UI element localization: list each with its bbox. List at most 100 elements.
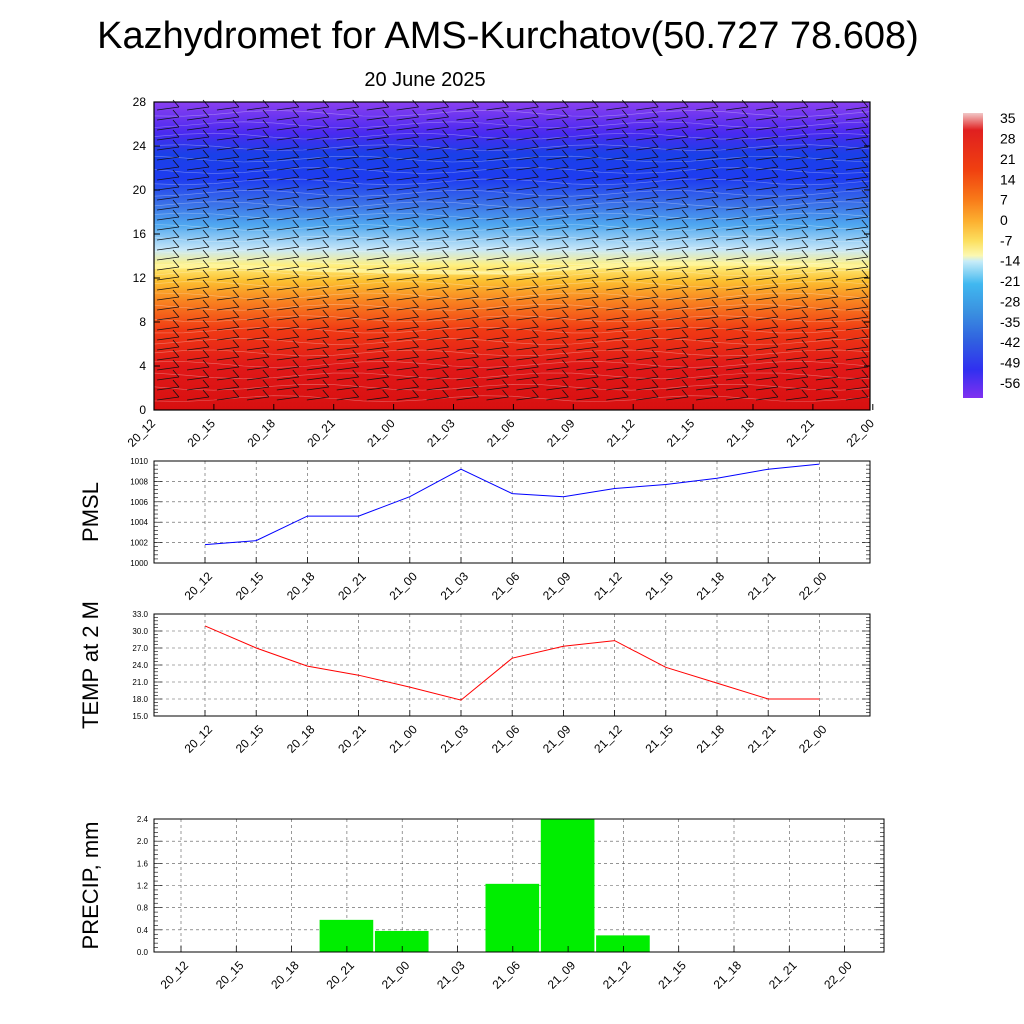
wind-barb-flag [651, 329, 659, 338]
wind-barb-flag [502, 369, 509, 378]
wind-barb-flag [831, 309, 839, 318]
wind-barb [246, 226, 269, 231]
wind-barb [276, 246, 299, 251]
wind-barb-flag [172, 169, 180, 178]
wind-barb-flag [172, 339, 180, 348]
wind-barb [546, 246, 569, 251]
wind-barb-flag [202, 139, 210, 148]
wind-barb [426, 186, 449, 191]
contour-line [153, 190, 871, 197]
wind-barb-flag [352, 119, 360, 128]
wind-barb [755, 146, 779, 151]
wind-barb [845, 316, 868, 321]
wind-barb [666, 236, 689, 241]
wind-barb-flag [292, 259, 300, 268]
x-tick-label: 21_09 [540, 569, 574, 603]
wind-barb [396, 166, 419, 171]
wind-barb [546, 206, 569, 211]
wind-barb-flag [202, 329, 210, 338]
wind-barb-flag [651, 249, 659, 258]
wind-barb [845, 286, 868, 291]
wind-barb [546, 376, 569, 381]
wind-barb [815, 156, 838, 161]
wind-barb [426, 286, 449, 291]
wind-barb [336, 156, 359, 161]
wind-barb-flag [681, 139, 689, 148]
wind-barb-flag [861, 299, 869, 308]
wind-barb-flag [412, 99, 419, 108]
wind-barb [216, 306, 239, 311]
wind-barb-flag [472, 149, 479, 158]
wind-barb [516, 266, 539, 271]
wind-barb [516, 116, 539, 121]
wind-barb-flag [831, 199, 839, 208]
wind-barb-flag [352, 299, 360, 308]
wind-barb-flag [352, 209, 360, 218]
wind-barb-flag [741, 269, 749, 278]
wind-barb-flag [322, 319, 330, 328]
wind-barb-flag [262, 169, 270, 178]
wind-barb [785, 316, 809, 321]
wind-barb [696, 136, 719, 141]
wind-barb-flag [232, 319, 240, 328]
wind-barb [186, 366, 210, 371]
wind-barb-flag [292, 199, 300, 208]
wind-barb [156, 216, 180, 221]
wind-barb-flag [801, 109, 809, 118]
wind-barb-flag [322, 269, 330, 278]
wind-barb-flag [172, 379, 180, 388]
wind-barb-flag [412, 269, 419, 278]
wind-barb [845, 146, 868, 151]
wind-barb [486, 326, 509, 331]
wind-barb-flag [442, 159, 449, 168]
wind-barb-flag [771, 229, 779, 238]
wind-barb [845, 156, 868, 161]
wind-barb-flag [801, 119, 809, 128]
wind-barb [606, 116, 629, 121]
wind-barb [216, 256, 239, 261]
wind-barb-flag [771, 389, 779, 398]
wind-barb [306, 266, 329, 271]
wind-barb-flag [771, 259, 779, 268]
wind-barb-flag [861, 369, 869, 378]
wind-barb-flag [621, 179, 629, 188]
wind-barb [696, 116, 719, 121]
wind-barb [546, 226, 569, 231]
wind-barb-flag [502, 119, 509, 128]
wind-barb [696, 246, 719, 251]
wind-barb [516, 366, 539, 371]
wind-barb [366, 146, 389, 151]
wind-barb [396, 116, 419, 121]
wind-barb [546, 306, 569, 311]
wind-barb-flag [262, 109, 270, 118]
wind-barb [306, 146, 329, 151]
wind-barb [666, 146, 689, 151]
wind-barb-flag [322, 359, 330, 368]
wind-barb [755, 226, 779, 231]
wind-barb-flag [741, 369, 749, 378]
wind-barb [606, 266, 629, 271]
wind-barb [666, 186, 689, 191]
contour-line [153, 178, 871, 186]
wind-barb-flag [322, 289, 330, 298]
wind-barb-flag [232, 179, 240, 188]
wind-barb-flag [562, 259, 569, 268]
wind-barb [366, 326, 389, 331]
wind-barb [246, 206, 269, 211]
wind-barb [396, 176, 419, 181]
wind-barb [606, 356, 629, 361]
y-tick-label: 0.4 [137, 926, 149, 935]
wind-barb-flag [801, 199, 809, 208]
x-tick-label: 20_15 [185, 416, 219, 450]
wind-barb-flag [861, 259, 869, 268]
wind-barb-flag [532, 309, 539, 318]
wind-barb-flag [232, 229, 240, 238]
wind-barb-flag [442, 369, 449, 378]
wind-barb [726, 336, 749, 341]
wind-barb-flag [172, 259, 180, 268]
wind-barb [366, 246, 389, 251]
wind-barb [666, 256, 689, 261]
wind-barb-flag [352, 229, 360, 238]
wind-barb-flag [502, 339, 509, 348]
contour-line [153, 110, 871, 117]
